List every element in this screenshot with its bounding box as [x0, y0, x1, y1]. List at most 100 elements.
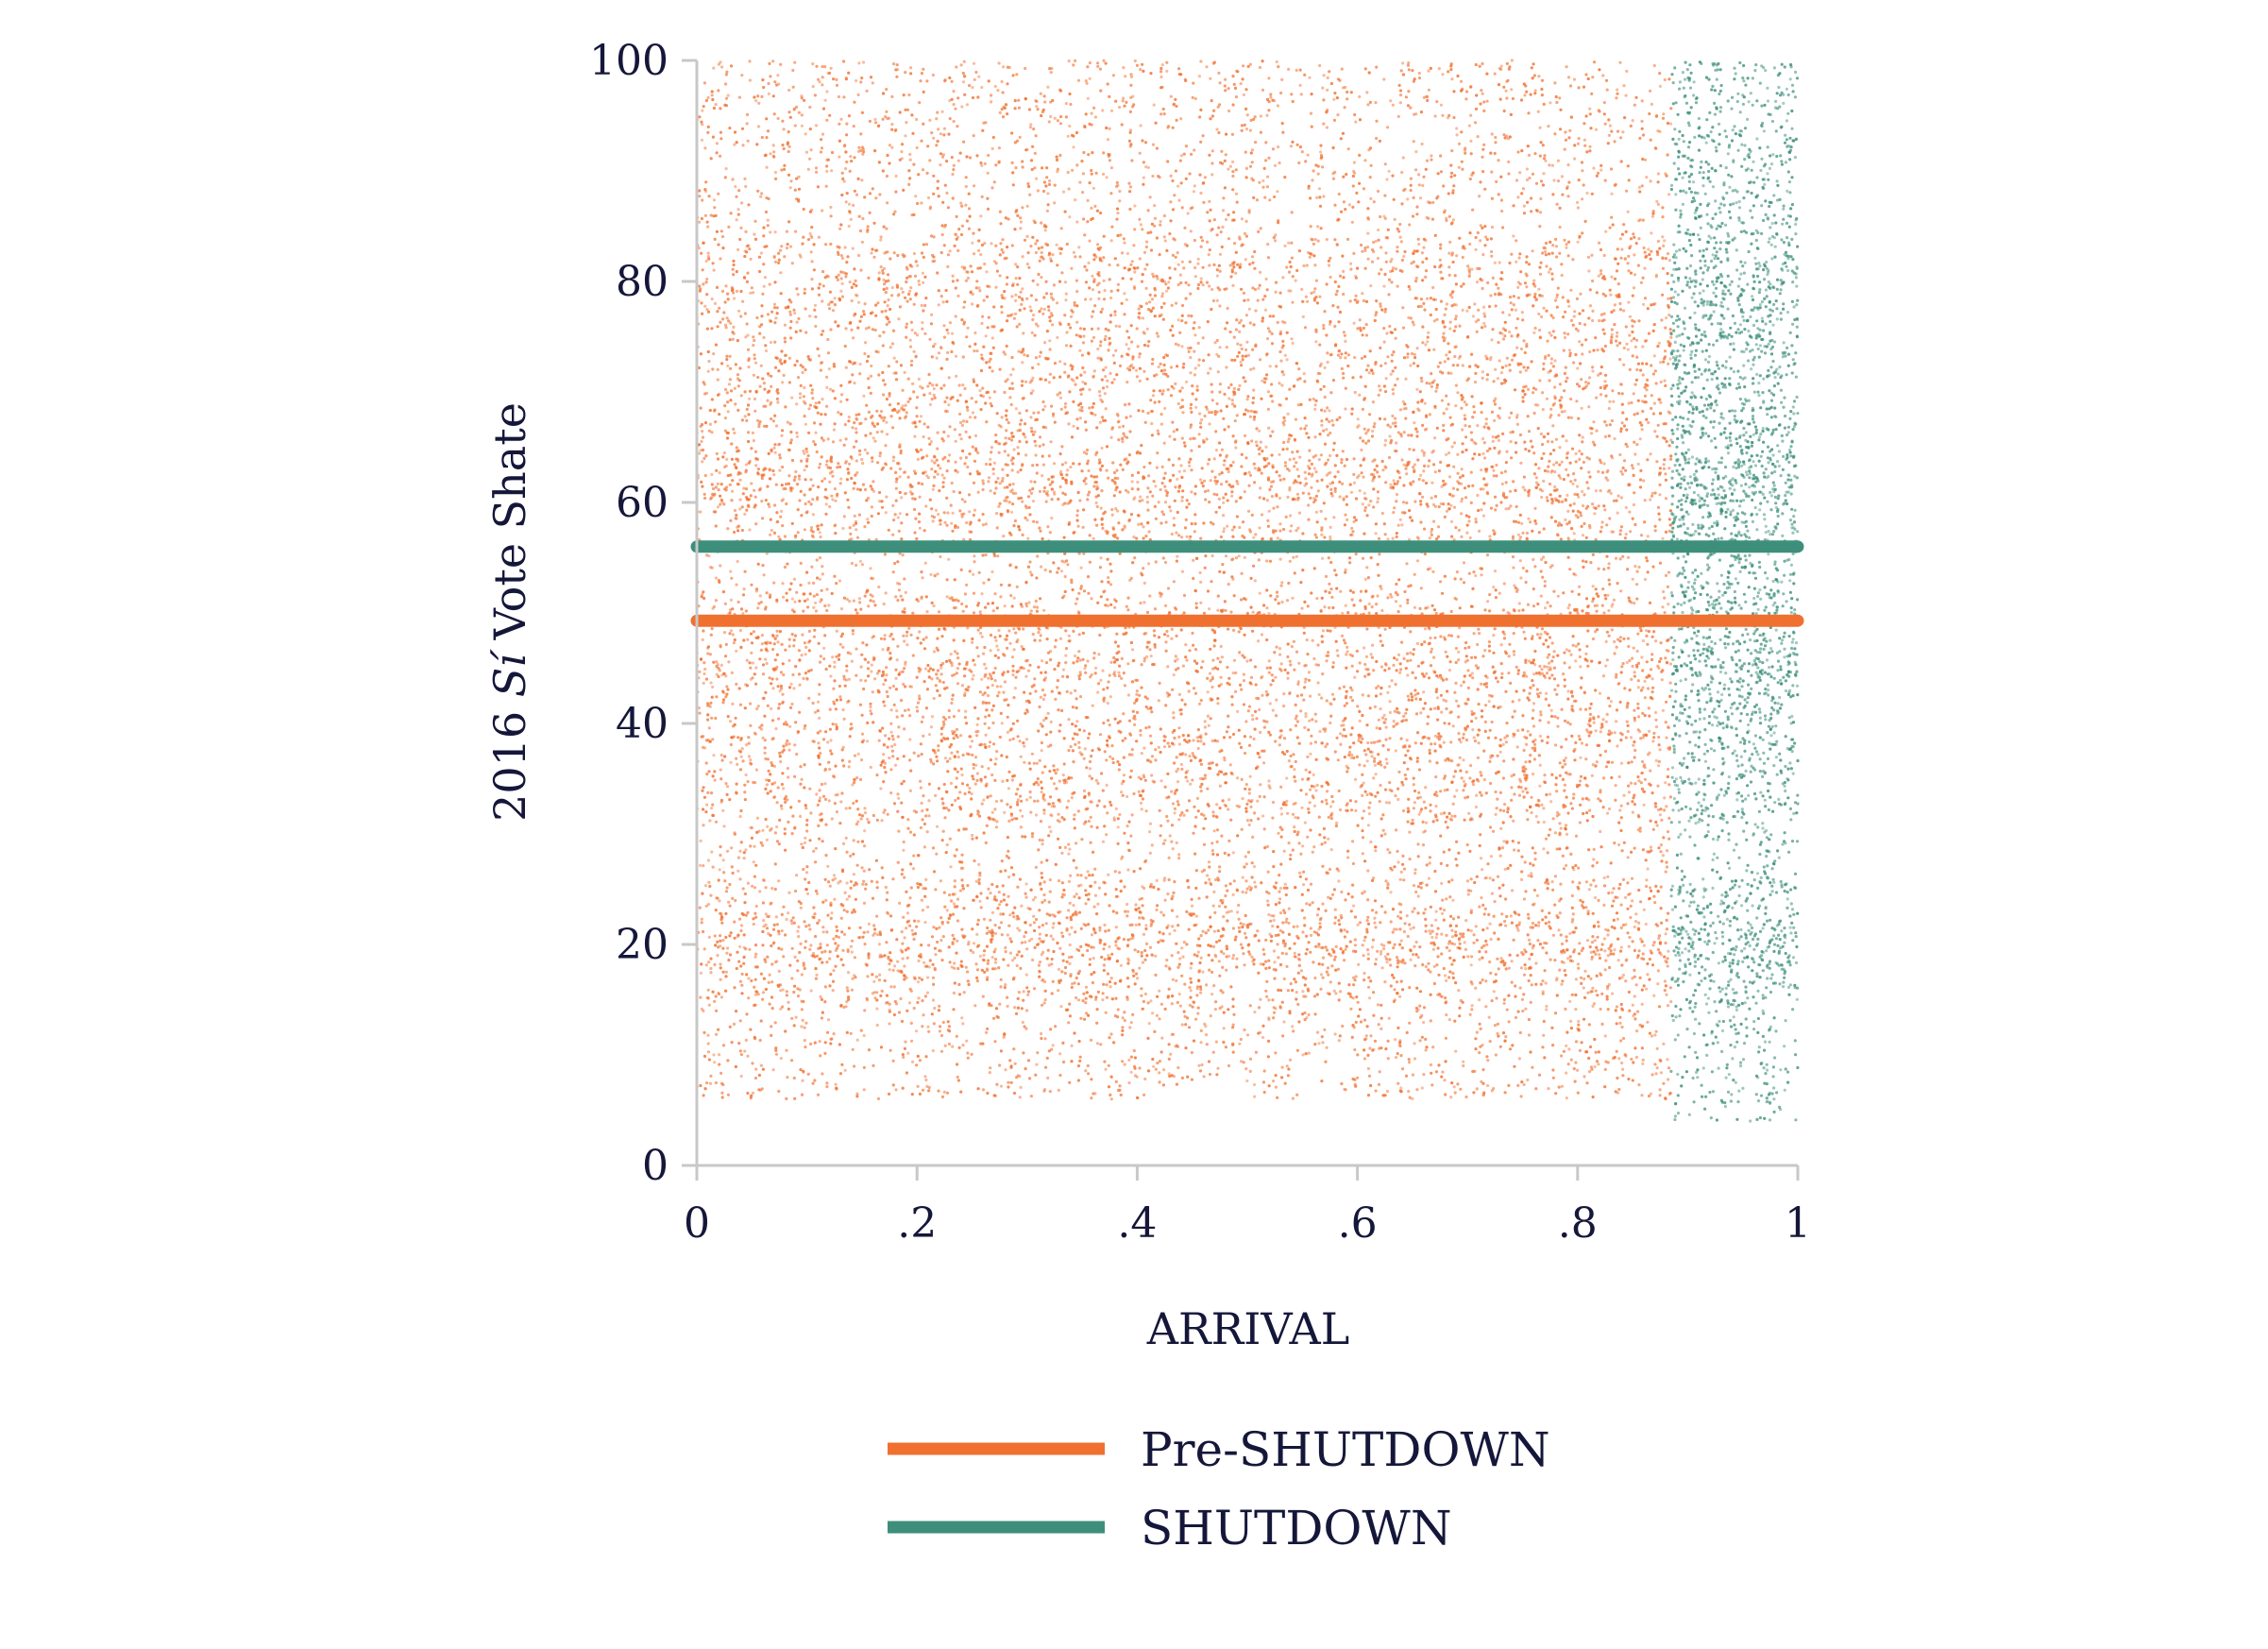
scatter-point [1636, 362, 1640, 366]
scatter-point [710, 90, 714, 94]
scatter-point [1551, 655, 1555, 659]
scatter-point [1158, 400, 1161, 403]
scatter-point [939, 916, 943, 920]
scatter-point [894, 480, 899, 484]
scatter-point [922, 1013, 925, 1017]
scatter-point [1340, 458, 1344, 462]
scatter-point [829, 916, 833, 921]
scatter-point [1158, 681, 1161, 686]
scatter-point [984, 784, 988, 788]
scatter-point [1435, 386, 1439, 390]
scatter-point [917, 520, 922, 524]
scatter-point [1102, 59, 1106, 62]
scatter-point [1231, 170, 1235, 174]
scatter-point [1370, 755, 1374, 758]
scatter-point [900, 801, 904, 805]
scatter-point [867, 276, 871, 280]
scatter-point [1019, 825, 1023, 829]
scatter-point [1329, 256, 1332, 260]
scatter-point [1497, 193, 1500, 196]
scatter-point [1373, 921, 1377, 925]
scatter-point [708, 1081, 713, 1085]
scatter-point [812, 635, 817, 638]
scatter-point [1395, 441, 1398, 445]
scatter-point [821, 926, 825, 929]
scatter-point [1107, 580, 1110, 585]
scatter-point [1414, 1006, 1418, 1011]
scatter-point [711, 135, 716, 139]
scatter-point [1253, 727, 1257, 731]
scatter-point [920, 898, 924, 902]
scatter-point [813, 308, 817, 312]
scatter-point [1006, 803, 1009, 807]
scatter-point [1341, 949, 1346, 954]
scatter-point [1400, 170, 1404, 175]
scatter-point [1136, 345, 1140, 348]
scatter-point [1346, 147, 1350, 151]
scatter-point [1458, 606, 1462, 610]
scatter-point [1493, 1024, 1498, 1028]
scatter-point [981, 386, 985, 390]
scatter-point [1447, 342, 1450, 346]
scatter-point [1021, 160, 1024, 163]
scatter-point [709, 807, 714, 810]
scatter-point [1229, 275, 1233, 279]
scatter-point [1126, 794, 1129, 799]
scatter-point [1111, 74, 1115, 77]
scatter-point [933, 946, 938, 950]
scatter-point [1568, 128, 1572, 132]
scatter-point [1481, 61, 1484, 66]
scatter-point [744, 913, 748, 917]
scatter-point [1215, 401, 1219, 406]
scatter-point [743, 177, 747, 180]
scatter-point [1554, 245, 1559, 248]
scatter-point [1010, 382, 1014, 385]
scatter-point [1090, 339, 1093, 343]
scatter-point [982, 581, 986, 585]
scatter-point [946, 1020, 950, 1024]
scatter-point [1622, 459, 1627, 463]
scatter-point [1286, 642, 1290, 646]
scatter-point [1405, 914, 1409, 918]
scatter-point [1137, 790, 1141, 793]
scatter-point [944, 807, 949, 810]
scatter-point [905, 276, 909, 280]
scatter-point [1070, 982, 1075, 986]
scatter-point [1383, 307, 1388, 311]
scatter-point [1295, 650, 1299, 654]
scatter-point [856, 840, 860, 843]
scatter-point [738, 917, 742, 921]
scatter-point [763, 714, 767, 718]
scatter-point [1633, 253, 1636, 257]
scatter-point [747, 755, 752, 758]
scatter-point [1331, 800, 1335, 804]
scatter-point [981, 512, 985, 517]
scatter-point [1529, 974, 1532, 978]
scatter-point [1445, 1013, 1448, 1017]
scatter-point [1610, 775, 1614, 780]
scatter-point [814, 860, 818, 864]
scatter-point [1534, 521, 1538, 526]
scatter-point [857, 145, 861, 149]
scatter-point [921, 168, 925, 172]
scatter-point [748, 528, 752, 532]
scatter-point [1303, 924, 1307, 927]
scatter-point [802, 1069, 805, 1073]
scatter-point [971, 837, 974, 841]
scatter-point [1574, 740, 1578, 745]
scatter-point [1483, 324, 1487, 329]
scatter-point [1340, 352, 1344, 356]
scatter-point [1058, 637, 1063, 640]
scatter-point [1634, 983, 1638, 987]
scatter-point [1024, 930, 1028, 934]
scatter-point [1050, 962, 1054, 966]
scatter-point [1643, 297, 1648, 300]
scatter-point [820, 436, 824, 440]
scatter-point [853, 482, 856, 485]
scatter-point [1070, 796, 1074, 800]
scatter-point [898, 110, 902, 114]
scatter-point [1582, 811, 1585, 816]
scatter-point [1042, 811, 1046, 815]
scatter-point [1033, 928, 1037, 933]
scatter-point [1029, 810, 1033, 814]
